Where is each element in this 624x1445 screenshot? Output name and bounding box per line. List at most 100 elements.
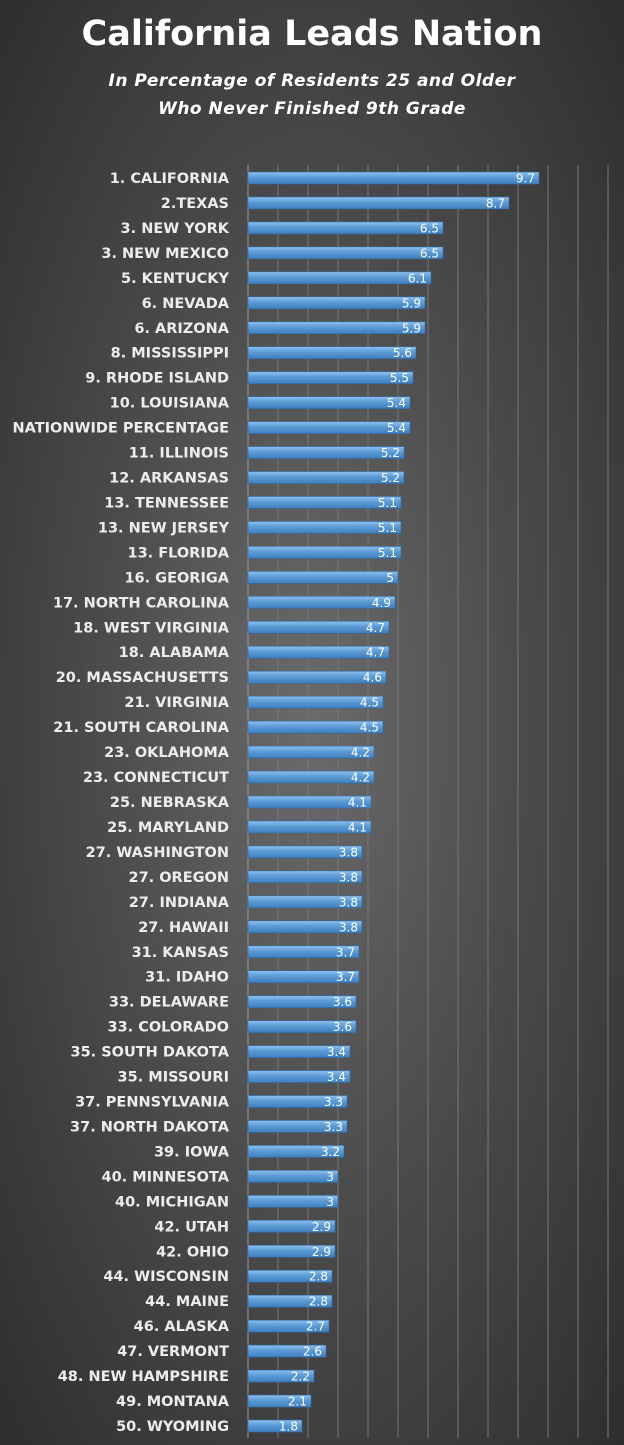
category-label: 44. WISCONSIN [103,1269,229,1285]
value-label: 3 [326,1195,334,1209]
bar [247,695,384,709]
bar [247,970,360,984]
value-label: 5.9 [402,321,421,335]
value-label: 6.5 [420,221,439,235]
value-label: 3.6 [333,995,352,1009]
category-label: 44. MAINE [145,1294,229,1310]
bar [247,895,363,909]
category-label: 35. SOUTH DAKOTA [70,1045,229,1061]
bar [247,645,390,659]
category-label: 27. INDIANA [129,895,230,911]
category-label: 49. MONTANA [116,1394,230,1410]
bar [247,845,363,859]
value-label: 3.3 [324,1095,343,1109]
gridlines [247,165,609,1438]
category-label: 27. WASHINGTON [86,845,229,861]
chart-title: California Leads Nation [81,14,543,54]
bar [247,945,360,959]
value-label: 3.6 [333,1020,352,1034]
bar [247,446,405,459]
category-label: 11. ILLINOIS [129,446,229,462]
value-label: 3 [326,1170,334,1184]
bars: 1. CALIFORNIA 9.7 2.TEXAS 8.7 3. NEW YORK 6.5… [12,171,540,1435]
value-label: 2.2 [291,1370,310,1384]
category-label: 33. COLORADO [107,1020,229,1036]
bar [247,196,510,210]
category-label: 40. MICHIGAN [115,1194,229,1210]
category-label: 20. MASSACHUSETTS [56,670,229,686]
value-label: 4.2 [351,746,370,760]
bar [247,995,357,1008]
value-label: 6.5 [420,246,439,260]
bar [247,920,363,934]
category-label: 33. DELAWARE [109,995,229,1011]
bar [247,1120,348,1133]
bar [247,171,540,185]
value-label: 3.7 [336,970,355,984]
bar [247,1369,315,1383]
category-label: 42. UTAH [154,1219,229,1235]
value-label: 4.5 [360,721,379,735]
category-label: 31. KANSAS [132,945,229,961]
bar [247,346,417,360]
bar [247,1045,351,1058]
category-label: 18. WEST VIRGINIA [73,620,230,636]
value-label: 5.4 [387,396,406,410]
category-label: 23. CONNECTICUT [83,770,229,786]
category-label: 17. NORTH CAROLINA [53,595,230,611]
category-label: 37. NORTH DAKOTA [70,1119,230,1135]
category-label: 31. IDAHO [145,970,229,986]
category-label: 1. CALIFORNIA [110,171,230,187]
category-label: 21. SOUTH CAROLINA [53,720,229,736]
bar [247,1319,330,1333]
bar [247,1269,333,1283]
bar [247,321,426,335]
category-label: 39. IOWA [154,1144,230,1160]
category-label: 12. ARKANSAS [109,471,229,487]
value-label: 4.7 [366,646,385,660]
category-label: 13. NEW JERSEY [98,520,230,536]
value-label: 3.8 [339,870,358,884]
value-label: 5.2 [381,471,400,485]
value-label: 4.6 [363,671,382,685]
bar [247,1095,348,1108]
bar [247,1419,303,1433]
category-label: 9. RHODE ISLAND [85,371,229,387]
value-label: 3.7 [336,945,355,959]
value-label: 6.1 [408,271,427,285]
value-label: 3.8 [339,920,358,934]
value-label: 4.2 [351,771,370,785]
value-label: 8.7 [486,196,505,210]
bar [247,396,411,409]
category-label: 6. ARIZONA [134,321,229,337]
bar [247,496,402,509]
value-label: 1.8 [279,1420,298,1434]
value-label: 9.7 [516,172,535,186]
category-label: 27. HAWAII [138,920,229,936]
bar [247,1070,351,1083]
value-label: 4.1 [348,796,367,810]
bar [247,596,396,609]
category-label: 40. MINNESOTA [102,1169,230,1185]
value-label: 3.3 [324,1120,343,1134]
bar [247,1020,357,1033]
chart-subtitle-line-2: Who Never Finished 9th Grade [158,99,466,119]
bar [247,271,432,285]
category-label: 25. NEBRASKA [110,795,230,811]
bar [247,820,372,834]
category-label: 27. OREGON [129,870,230,886]
bar [247,870,363,884]
category-label: 8. MISSISSIPPI [111,346,229,362]
bar [247,1294,333,1308]
category-label: 3. NEW YORK [121,221,230,237]
value-label: 3.2 [321,1145,340,1159]
value-label: 4.5 [360,696,379,710]
bar [247,421,411,434]
bar [247,521,402,534]
bar [247,546,402,559]
bar [247,471,405,484]
category-label: 23. OKLAHOMA [104,745,230,761]
bar [247,770,375,784]
value-label: 4.9 [372,596,391,610]
bar [247,745,375,759]
